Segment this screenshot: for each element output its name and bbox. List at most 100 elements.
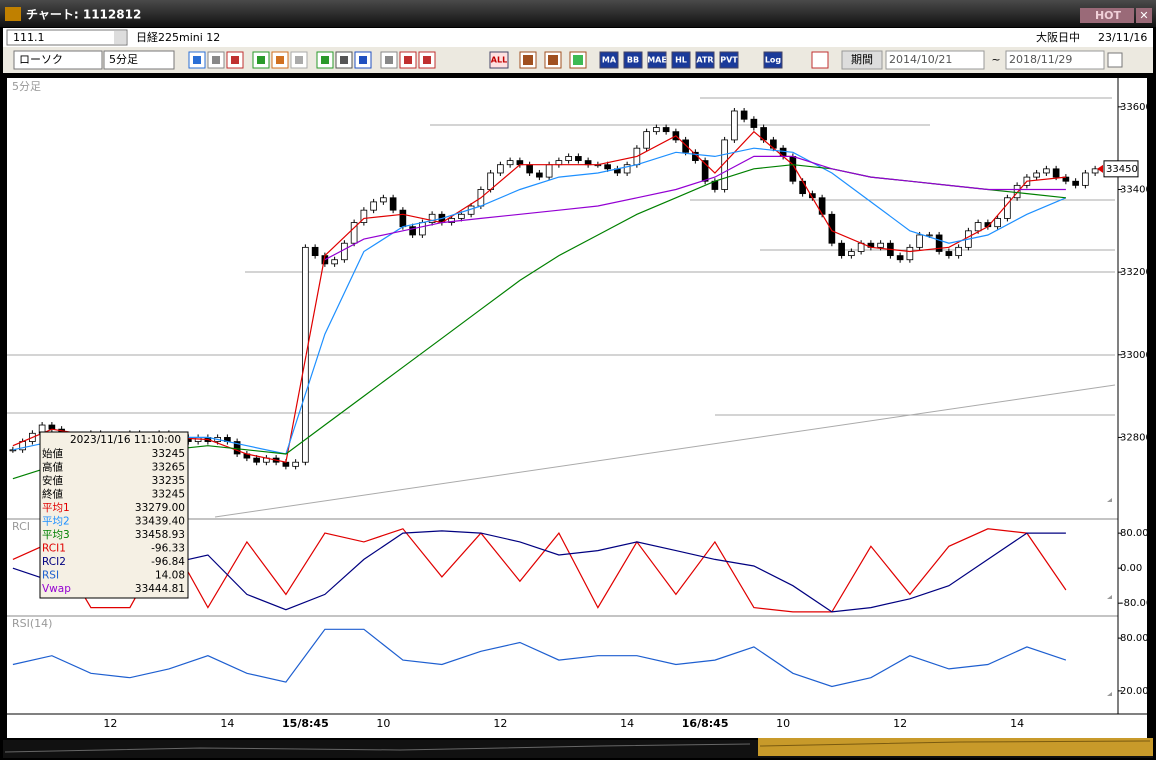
session: 大阪日中 [1036, 30, 1080, 44]
overview-line [4, 743, 751, 753]
chart-type-combo[interactable] [13, 50, 103, 70]
toolbar-button-label: PVT [720, 56, 738, 65]
candle [828, 213, 836, 244]
candle [536, 172, 543, 178]
candle [458, 213, 465, 219]
close-button[interactable] [1136, 8, 1152, 23]
candle [896, 255, 904, 261]
info-value: 33265 [152, 462, 185, 474]
info-label: 終値 [42, 488, 63, 501]
info-value: 33439.40 [135, 516, 185, 528]
toolbar-button[interactable] [695, 51, 715, 69]
candle [945, 251, 953, 257]
candle [935, 234, 943, 252]
panel-label: 5分足 [12, 80, 41, 93]
toolbar-icon-glyph [276, 56, 284, 64]
candle [497, 164, 504, 174]
info-label: 平均2 [42, 516, 70, 528]
toolbar-icon-glyph [359, 56, 367, 64]
toolbar-button[interactable] [647, 51, 667, 69]
info-value: 33245 [152, 489, 185, 501]
candle [282, 461, 290, 467]
info-value: 33444.81 [135, 583, 185, 595]
period-button[interactable] [841, 50, 883, 70]
x-tick-label: 14 [220, 717, 234, 730]
info-label: Vwap [42, 583, 71, 595]
title-bar [0, 0, 1156, 27]
y-tick-label: 80.00 [1120, 528, 1149, 539]
toolbar-button-label: MA [602, 56, 617, 65]
hot-button[interactable] [1080, 8, 1134, 23]
moving-average [324, 155, 1066, 261]
candle [565, 156, 572, 161]
candle [584, 160, 592, 166]
info-value: -96.33 [151, 543, 185, 555]
scroll-thumb[interactable] [758, 738, 1153, 756]
info-box-bg [39, 431, 189, 599]
toolbar-button[interactable] [671, 51, 691, 69]
from-date-box[interactable] [885, 50, 985, 70]
toolbar-button[interactable] [763, 51, 783, 69]
symbol-combo[interactable] [6, 29, 128, 46]
date: 23/11/16 [1098, 31, 1147, 44]
toolbar-icon-glyph [321, 56, 329, 64]
info-label: RCI1 [42, 543, 66, 555]
x-tick-label: 14 [620, 717, 634, 730]
toolbar-button[interactable] [719, 51, 739, 69]
candle [311, 246, 319, 257]
toolbar-button-label: ATR [696, 56, 713, 65]
trend-line [214, 384, 1116, 518]
toolbar-button[interactable] [489, 51, 509, 69]
y-tick-label: 20.00 [1120, 686, 1149, 697]
candle [1013, 184, 1021, 199]
toolbar-icon-glyph [385, 56, 393, 64]
candle [487, 172, 494, 190]
info-value: 33235 [152, 475, 185, 487]
period-label: 期間 [851, 53, 873, 66]
info-value: 33458.93 [135, 529, 185, 541]
y-tick-label: -80.00 [1120, 598, 1152, 609]
x-tick-label: 14 [1010, 717, 1024, 730]
info-value: 14.08 [155, 570, 185, 582]
candle [409, 226, 416, 236]
panel-label: RSI(14) [12, 617, 52, 630]
candle [555, 160, 563, 166]
info-value: -96.84 [151, 556, 185, 568]
y-tick-label: 0.00 [1120, 563, 1142, 574]
candle [389, 197, 397, 211]
y-tick-label: 33400 [1120, 185, 1152, 196]
interval-combo[interactable] [103, 50, 175, 70]
candle [1043, 168, 1050, 174]
candle [604, 164, 611, 170]
candle [994, 218, 1001, 228]
toolbar-button[interactable] [599, 51, 619, 69]
candle [906, 246, 914, 261]
scale-marker [1107, 692, 1112, 696]
candle [1072, 180, 1079, 186]
candle [1082, 172, 1089, 186]
candle [360, 209, 368, 223]
candle [721, 139, 728, 190]
candle [974, 222, 982, 232]
symbol: 111.1 [13, 31, 45, 44]
candle [955, 246, 962, 257]
candle [516, 160, 524, 166]
candle [682, 139, 689, 153]
checkbox[interactable] [1107, 52, 1123, 68]
candle [370, 201, 377, 211]
info-label: 平均3 [42, 529, 70, 541]
x-tick-label: 12 [893, 717, 907, 730]
candle [428, 213, 436, 223]
candle [526, 164, 533, 174]
candle [545, 164, 553, 178]
toolbar-icon-glyph [193, 56, 201, 64]
info-value: 33279.00 [135, 502, 185, 514]
app-icon [5, 7, 21, 21]
toolbar-button[interactable] [623, 51, 643, 69]
candle [48, 424, 56, 430]
to-date-box[interactable] [1005, 50, 1105, 70]
last-price-tag [1103, 160, 1139, 178]
info-label: 高値 [42, 461, 63, 474]
reference-lines [7, 97, 1116, 518]
